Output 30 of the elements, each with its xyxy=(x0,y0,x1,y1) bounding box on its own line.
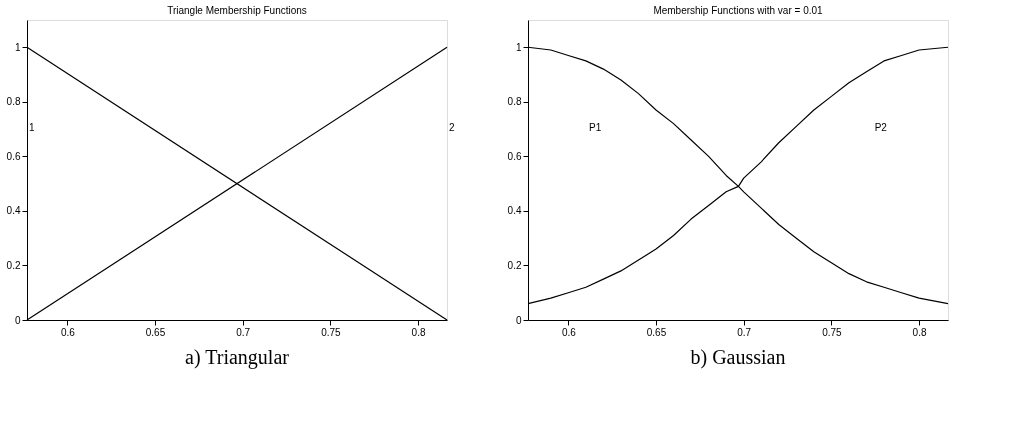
y-tick-label: 0.8 xyxy=(507,96,522,108)
y-tick-label: 0.4 xyxy=(507,205,522,217)
y-tick-label: 0.2 xyxy=(507,259,522,271)
y-tick-label: 0 xyxy=(14,314,21,326)
x-tick-label: 0.65 xyxy=(145,326,166,338)
y-tick-label: 0.8 xyxy=(6,96,21,108)
y-tick-label: 0 xyxy=(515,314,522,326)
x-tick-label: 0.7 xyxy=(236,326,251,338)
x-tick-label: 0.75 xyxy=(321,326,342,338)
x-tick-label: 0.65 xyxy=(646,326,667,338)
x-tick-label: 0.6 xyxy=(561,326,577,338)
chart-title: Triangle Membership Functions xyxy=(167,5,307,16)
y-tick-label: 0.2 xyxy=(6,259,21,271)
x-tick-label: 0.8 xyxy=(411,326,426,338)
annotation: P1 xyxy=(589,122,602,133)
y-tick-label: 1 xyxy=(14,41,21,53)
y-tick-label: 0.4 xyxy=(6,205,21,217)
y-tick-label: 0.6 xyxy=(507,150,522,162)
annotation: 1 xyxy=(29,122,35,133)
text: a) Triangular xyxy=(185,346,290,369)
x-tick-label: 0.7 xyxy=(737,326,752,338)
x-tick-label: 0.6 xyxy=(60,326,76,338)
annotation: P2 xyxy=(874,122,888,133)
x-tick-label: 0.75 xyxy=(822,326,843,338)
chart-title: Membership Functions with var = 0.01 xyxy=(653,5,824,16)
y-tick-label: 1 xyxy=(515,41,522,53)
x-tick-label: 0.8 xyxy=(912,326,927,338)
text: 2 xyxy=(449,122,455,133)
text: b) Gaussian xyxy=(690,346,786,369)
y-tick-label: 0.6 xyxy=(6,150,21,162)
